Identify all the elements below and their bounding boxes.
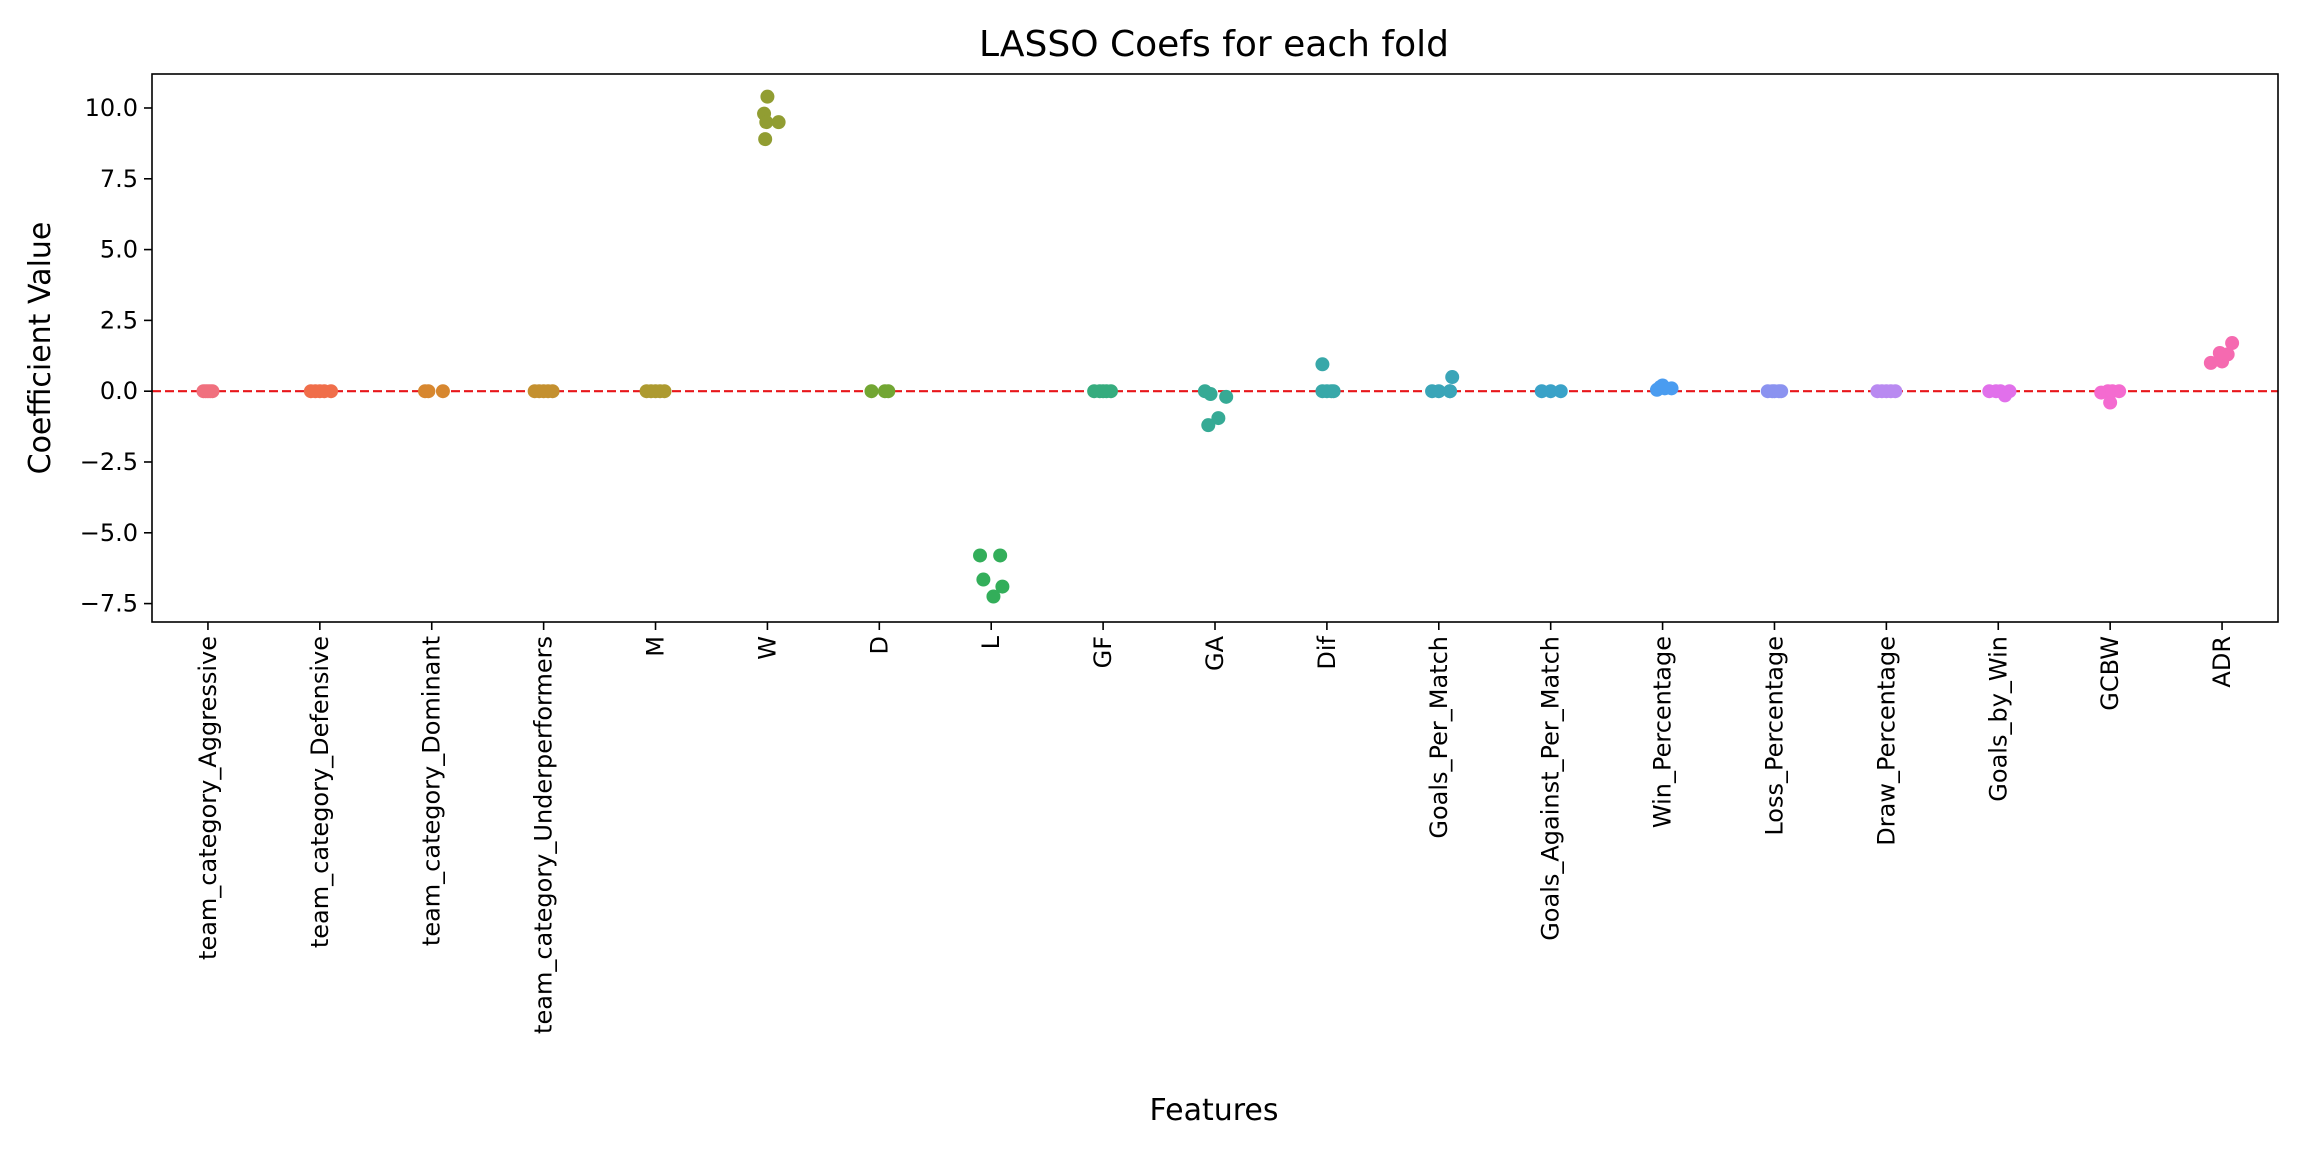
y-tick-label: 10.0: [85, 94, 138, 122]
data-point: [1442, 384, 1457, 399]
data-point: [758, 132, 773, 147]
data-point: [760, 89, 775, 104]
x-tick-label: team_category_Underperformers: [530, 636, 558, 1034]
x-tick-label: team_category_Defensive: [306, 636, 334, 948]
data-point: [1431, 384, 1446, 399]
x-tick-label: Goals_by_Win: [1984, 636, 2012, 802]
x-tick-label: GCBW: [2096, 636, 2124, 711]
data-point: [1203, 387, 1218, 402]
y-tick-label: 7.5: [100, 165, 138, 193]
data-point: [545, 384, 560, 399]
x-tick-label: M: [642, 636, 670, 657]
x-tick-label: Win_Percentage: [1649, 636, 1677, 828]
data-point: [1888, 384, 1903, 399]
data-point: [986, 589, 1001, 604]
x-tick-label: Draw_Percentage: [1872, 636, 1900, 846]
y-tick-label: −2.5: [80, 448, 138, 476]
data-point: [1664, 381, 1679, 396]
y-tick-label: −5.0: [80, 519, 138, 547]
data-point: [1201, 418, 1216, 433]
y-tick-label: 0.0: [100, 377, 138, 405]
data-point: [1315, 357, 1330, 372]
y-tick-label: 5.0: [100, 236, 138, 264]
plot-frame: [151, 73, 2279, 623]
data-point: [421, 384, 436, 399]
x-tick-label: L: [977, 635, 1005, 649]
x-axis-label: Features: [1150, 1093, 1279, 1128]
data-point: [759, 115, 774, 130]
data-point: [2225, 336, 2240, 351]
data-point: [864, 384, 879, 399]
x-tick-label: D: [865, 636, 893, 654]
plot-area: [152, 89, 2278, 604]
x-tick-label: team_category_Dominant: [418, 636, 446, 946]
data-point: [993, 548, 1008, 563]
data-point: [1543, 384, 1558, 399]
x-tick-label: GA: [1201, 635, 1229, 671]
data-point: [2103, 395, 2118, 410]
y-axis-label: Coefficient Value: [23, 222, 58, 475]
x-tick-label: Goals_Against_Per_Match: [1537, 636, 1565, 941]
data-point: [976, 572, 991, 587]
data-point: [771, 115, 786, 130]
data-point: [1553, 384, 1568, 399]
data-point: [1326, 384, 1341, 399]
chart-title: LASSO Coefs for each fold: [979, 24, 1449, 65]
x-tick-label: W: [753, 636, 781, 660]
x-tick-label: Dif: [1313, 635, 1341, 669]
y-tick-label: −7.5: [80, 590, 138, 618]
data-point: [2112, 384, 2127, 399]
x-tick-label: Loss_Percentage: [1760, 636, 1788, 836]
x-tick-label: team_category_Aggressive: [194, 636, 222, 960]
data-point: [324, 384, 339, 399]
x-tick-label: Goals_Per_Match: [1425, 636, 1453, 839]
y-tick-label: 2.5: [100, 306, 138, 334]
data-point: [205, 384, 220, 399]
data-point: [2220, 347, 2235, 362]
x-tick-label: ADR: [2208, 636, 2236, 688]
data-point: [881, 384, 896, 399]
data-point: [995, 579, 1010, 594]
data-point: [657, 384, 672, 399]
data-point: [1211, 411, 1226, 426]
data-point: [1103, 384, 1118, 399]
data-point: [2002, 384, 2017, 399]
data-point: [1445, 370, 1460, 385]
data-point: [435, 384, 450, 399]
data-point: [1774, 384, 1789, 399]
x-tick-label: GF: [1089, 636, 1117, 668]
data-point: [1219, 389, 1234, 404]
data-point: [2203, 355, 2218, 370]
data-point: [973, 548, 988, 563]
